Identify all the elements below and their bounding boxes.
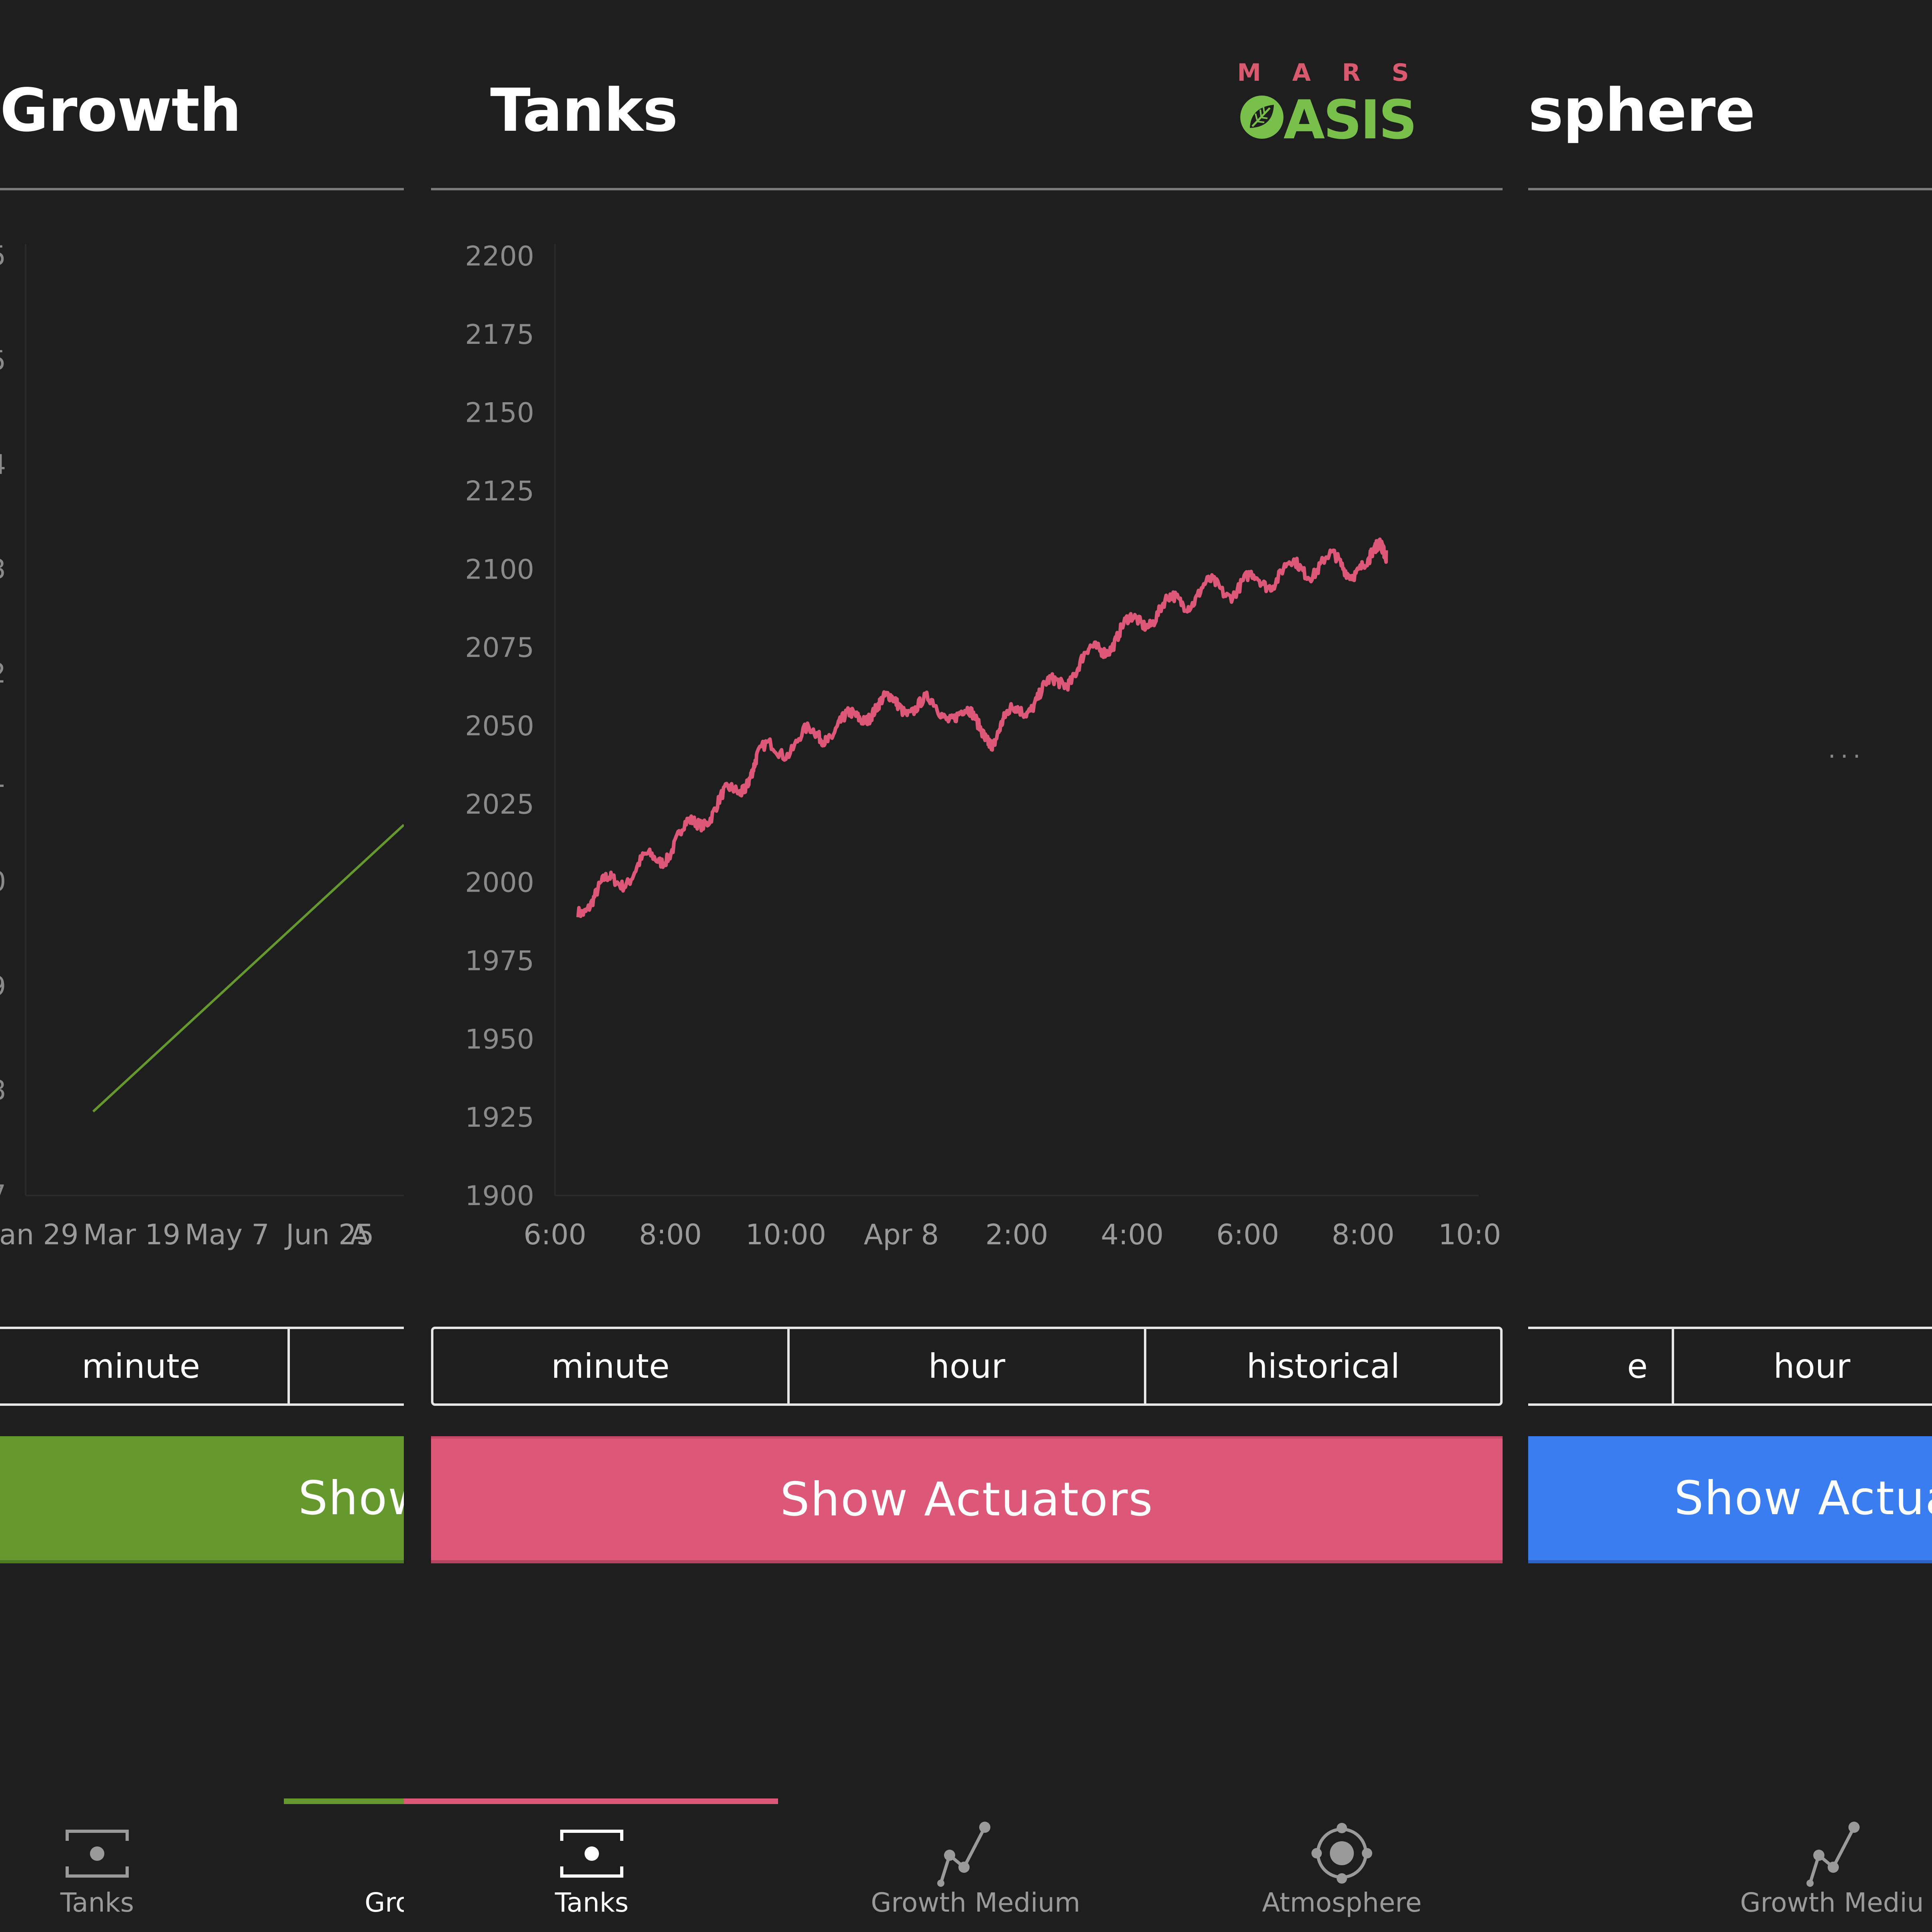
y-tick-label: 2150 <box>465 397 534 429</box>
tab-label: Atmosphere <box>1262 1887 1422 1918</box>
tab-label: Growth Medium <box>871 1887 1080 1918</box>
time-range-selector: minute <box>0 1327 404 1406</box>
x-tick-label: 6:00 <box>523 1218 586 1251</box>
tanks-panel: Tanks 2200 2175 2150 2125 2100 2075 2050 2025 20… <box>431 0 1503 1799</box>
tab-growth-medium[interactable]: Growth Medium <box>871 1811 1080 1932</box>
y-tick-marks: 5 5 4 3 2 1 0 9 8 7 <box>0 240 6 1211</box>
tab-label: Growth Mediu <box>1740 1887 1924 1918</box>
tab-label: Tanks <box>60 1887 134 1918</box>
tab-growth-clipped[interactable]: Gro <box>344 1811 404 1932</box>
y-tick-label: 2125 <box>465 476 534 507</box>
x-tick-label: Mar 19 <box>83 1218 180 1251</box>
divider <box>431 188 1503 190</box>
tab-tanks[interactable]: Tanks <box>496 1811 688 1932</box>
segment-hour[interactable]: hour <box>1773 1347 1850 1386</box>
segment-hour[interactable]: hour <box>790 1329 1146 1403</box>
x-tick-label: May 7 <box>185 1218 269 1251</box>
segment-minute[interactable]: minute <box>433 1329 790 1403</box>
x-tick-label: Apr 8 <box>864 1218 939 1251</box>
y-tick-label: 1900 <box>465 1180 534 1212</box>
time-range-selector: minute hour historical <box>431 1327 1503 1406</box>
leaf-icon <box>1240 96 1283 139</box>
y-tick-label: 2175 <box>465 319 534 351</box>
x-tick-label: 4:00 <box>1101 1218 1164 1251</box>
x-tick-label: A <box>350 1218 369 1251</box>
panel-title: sphere <box>1528 76 1755 145</box>
y-tick-label: 1975 <box>465 946 534 977</box>
show-actuators-button[interactable]: Show <box>0 1436 404 1563</box>
panel-title: Growth <box>0 76 242 145</box>
svg-text:1: 1 <box>0 762 6 794</box>
svg-text:4: 4 <box>0 449 6 481</box>
x-tick-label: 10:00 <box>1438 1218 1503 1251</box>
tank-icon <box>558 1830 626 1878</box>
x-tick-label: 10:00 <box>746 1218 826 1251</box>
svg-text:3: 3 <box>0 554 6 585</box>
growth-series-line <box>92 824 404 1113</box>
svg-text:2: 2 <box>0 658 6 689</box>
divider <box>0 188 404 190</box>
tank-icon <box>63 1830 131 1878</box>
y-tick-label: 2200 <box>465 241 534 272</box>
logo-top-text: MARS <box>1239 60 1439 87</box>
svg-text:7: 7 <box>0 1180 6 1211</box>
y-tick-label: 1950 <box>465 1024 534 1055</box>
x-tick-label: 6:00 <box>1216 1218 1279 1251</box>
y-tick-label: 2050 <box>465 711 534 742</box>
show-actuators-button[interactable]: Show Actua <box>1528 1436 1932 1563</box>
divider <box>1528 188 1932 190</box>
x-tick-label: 8:00 <box>1332 1218 1395 1251</box>
tab-tanks-left[interactable]: Tanks <box>1 1811 193 1932</box>
svg-text:5: 5 <box>0 240 6 272</box>
loading-indicator: ... <box>1828 736 1866 764</box>
logo-bottom-text: ASIS <box>1283 89 1416 144</box>
x-tick-label: an 29 <box>0 1218 79 1251</box>
x-tick-label: 2:00 <box>985 1218 1048 1251</box>
svg-text:8: 8 <box>0 1075 6 1106</box>
tab-label: Gro <box>365 1887 404 1918</box>
panel-title: Tanks <box>490 76 678 145</box>
segment-minute[interactable]: e <box>1528 1329 1674 1403</box>
svg-text:0: 0 <box>0 866 6 898</box>
svg-text:9: 9 <box>0 971 6 1002</box>
tanks-chart: 2200 2175 2150 2125 2100 2075 2050 2025 2000 1975… <box>465 241 1503 1251</box>
x-tick-label: Jun 25 <box>284 1218 374 1251</box>
tab-growth-medium-right[interactable]: Growth Mediu <box>1740 1811 1932 1932</box>
mars-oasis-logo: MARS ASIS <box>1239 60 1439 144</box>
segment-historical[interactable]: historical <box>1246 1347 1400 1386</box>
show-actuators-button[interactable]: Show Actuators <box>431 1436 1503 1563</box>
y-tick-label: 2100 <box>465 554 534 585</box>
growth-medium-icon <box>937 1822 990 1887</box>
svg-text:5: 5 <box>0 345 6 377</box>
tab-label: Tanks <box>555 1887 629 1918</box>
tab-atmosphere[interactable]: Atmosphere <box>1246 1811 1438 1932</box>
x-tick-label: 8:00 <box>639 1218 702 1251</box>
segment-next[interactable] <box>290 1329 404 1403</box>
growth-medium-icon <box>1806 1822 1860 1887</box>
bottom-navigation <box>0 1791 1932 1932</box>
tab-indicator-tanks <box>404 1798 778 1804</box>
atmosphere-icon <box>1311 1823 1372 1884</box>
time-range-selector: e hour <box>1528 1327 1932 1406</box>
tank-series-line <box>576 537 1388 918</box>
y-tick-label: 1925 <box>465 1102 534 1134</box>
y-tick-label: 2025 <box>465 789 534 820</box>
atmosphere-panel: sphere ... e hour Show Actua <box>1528 0 1932 1799</box>
y-tick-label: 2000 <box>465 867 534 899</box>
tab-indicator-growth <box>284 1798 404 1804</box>
y-tick-label: 2075 <box>465 632 534 664</box>
segment-minute[interactable]: minute <box>0 1329 290 1403</box>
